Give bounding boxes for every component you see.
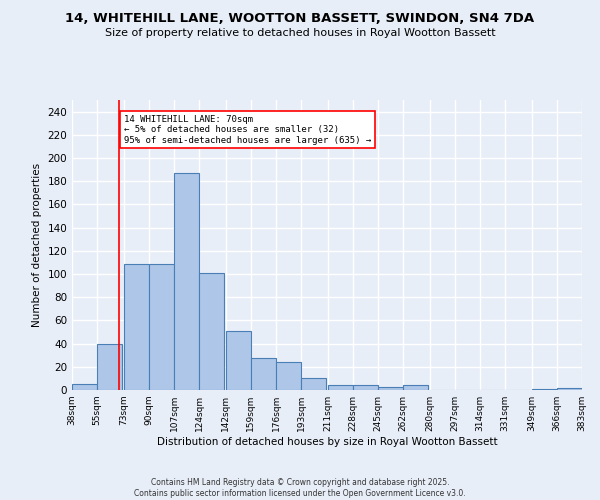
Bar — [378, 386, 403, 390]
Bar — [276, 362, 301, 390]
Bar — [301, 378, 326, 390]
Bar — [124, 264, 149, 390]
Text: 14 WHITEHILL LANE: 70sqm
← 5% of detached houses are smaller (32)
95% of semi-de: 14 WHITEHILL LANE: 70sqm ← 5% of detache… — [124, 115, 371, 145]
Bar — [251, 358, 276, 390]
Bar — [199, 273, 224, 390]
Text: Size of property relative to detached houses in Royal Wootton Bassett: Size of property relative to detached ho… — [104, 28, 496, 38]
Y-axis label: Number of detached properties: Number of detached properties — [32, 163, 42, 327]
Bar — [403, 386, 428, 390]
Bar — [328, 386, 353, 390]
Bar — [97, 344, 122, 390]
X-axis label: Distribution of detached houses by size in Royal Wootton Bassett: Distribution of detached houses by size … — [157, 437, 497, 447]
Bar — [174, 173, 199, 390]
Bar — [226, 331, 251, 390]
Text: Contains HM Land Registry data © Crown copyright and database right 2025.
Contai: Contains HM Land Registry data © Crown c… — [134, 478, 466, 498]
Bar — [557, 388, 582, 390]
Bar — [353, 386, 378, 390]
Text: 14, WHITEHILL LANE, WOOTTON BASSETT, SWINDON, SN4 7DA: 14, WHITEHILL LANE, WOOTTON BASSETT, SWI… — [65, 12, 535, 26]
Bar — [149, 264, 174, 390]
Bar — [532, 389, 557, 390]
Bar — [72, 384, 97, 390]
